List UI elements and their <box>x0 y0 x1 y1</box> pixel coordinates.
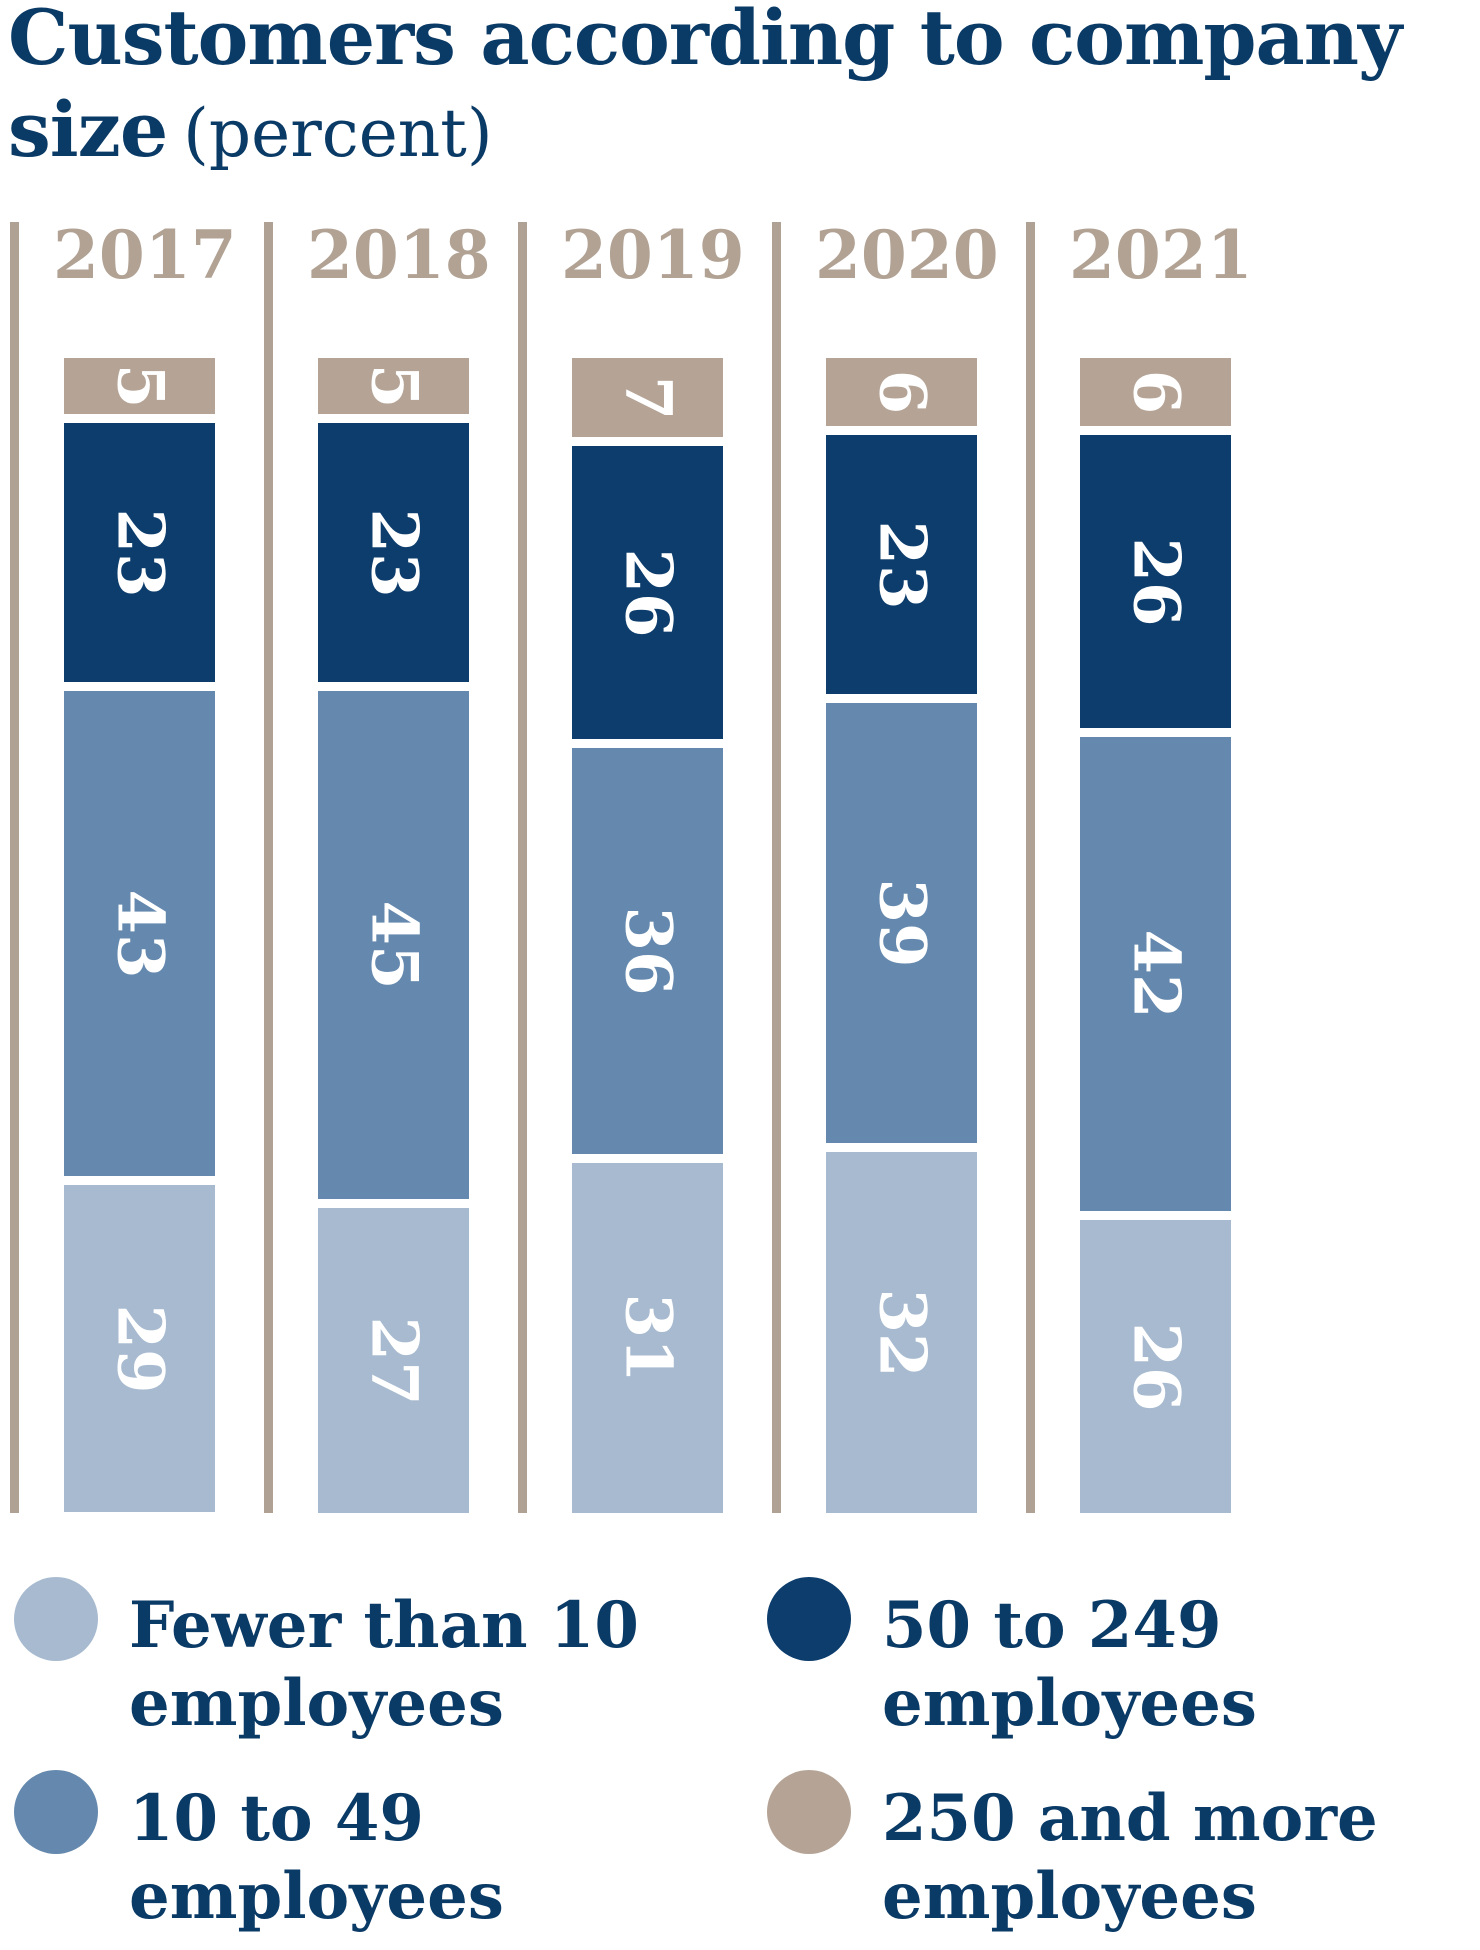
bar-segment-value-label: 32 <box>864 1287 940 1378</box>
bar-segment-value-label: 26 <box>1118 536 1194 627</box>
column-divider-line <box>518 222 527 1513</box>
year-label: 2018 <box>307 216 491 294</box>
bar-segment-value-label: 7 <box>610 375 686 420</box>
bar-segment-value-label: 6 <box>1118 369 1194 415</box>
bar-segment-value-label: 42 <box>1118 929 1194 1019</box>
legend-item: 50 to 249 employees <box>767 1577 1454 1743</box>
column-divider-line <box>1026 222 1035 1513</box>
legend-label-line2: employees <box>129 1666 504 1741</box>
bar-segment-value-label: 45 <box>356 900 432 990</box>
bar-segment-value-label: 5 <box>102 363 178 409</box>
legend-label-line1: 250 and more <box>882 1781 1378 1856</box>
bar-segment-value-label: 31 <box>610 1293 686 1383</box>
chart-title-line2: size <box>8 85 168 174</box>
stacked-bar: 7 26 36 31 <box>572 358 723 1513</box>
bar-segment-value-label: 27 <box>356 1315 432 1406</box>
column-divider-line <box>264 222 273 1513</box>
bar-segment-value-label: 36 <box>610 906 686 996</box>
legend-color-dot-icon <box>14 1577 98 1661</box>
year-label: 2017 <box>53 216 237 294</box>
column-divider-line <box>772 222 781 1513</box>
bar-segment: 26 <box>1080 435 1231 728</box>
legend-item: 10 to 49 employees <box>14 1770 767 1936</box>
legend-label-line1: 10 to 49 <box>129 1781 424 1856</box>
legend-label: 50 to 249 employees <box>882 1577 1257 1743</box>
bar-segment: 26 <box>1080 1220 1231 1513</box>
legend-color-dot-icon <box>767 1577 851 1661</box>
legend-label: 10 to 49 employees <box>129 1770 504 1936</box>
legend-label-line2: employees <box>882 1666 1257 1741</box>
bar-segment-value-label: 23 <box>864 519 940 610</box>
bar-segment: 27 <box>318 1208 469 1513</box>
legend-label-line2: employees <box>882 1859 1257 1934</box>
bar-segment-value-label: 43 <box>102 888 178 979</box>
year-label: 2019 <box>561 216 745 294</box>
bar-segment-value-label: 23 <box>102 507 178 598</box>
legend-item: 250 and more employees <box>767 1770 1454 1936</box>
bar-segment-value-label: 26 <box>610 547 686 638</box>
legend-label-line1: Fewer than 10 <box>129 1588 639 1663</box>
bar-segment: 29 <box>64 1185 215 1512</box>
stacked-bar: 6 26 42 26 <box>1080 358 1231 1513</box>
legend-color-dot-icon <box>14 1770 98 1854</box>
bar-segment-value-label: 23 <box>356 507 432 598</box>
chart-title: Customers according to company size (perc… <box>8 0 1402 180</box>
bar-segment: 45 <box>318 691 469 1199</box>
chart-title-unit: (percent) <box>183 95 493 172</box>
year-label: 2020 <box>815 216 999 294</box>
stacked-bar: 5 23 43 29 <box>64 358 215 1512</box>
bar-segment: 42 <box>1080 737 1231 1211</box>
year-column: 2020 6 23 39 32 <box>772 222 1026 1513</box>
bar-segment-value-label: 39 <box>864 878 940 968</box>
legend-color-dot-icon <box>767 1770 851 1854</box>
year-label: 2021 <box>1069 216 1253 294</box>
bar-segment: 7 <box>572 358 723 437</box>
legend-label-line2: employees <box>129 1859 504 1934</box>
bar-segment: 23 <box>826 435 977 694</box>
bar-segment: 39 <box>826 703 977 1143</box>
bar-segment: 6 <box>826 358 977 426</box>
bar-segment: 6 <box>1080 358 1231 426</box>
legend-label-line1: 50 to 249 <box>882 1588 1222 1663</box>
bar-segment-value-label: 5 <box>356 363 432 409</box>
bar-segment-value-label: 29 <box>102 1303 178 1394</box>
year-column: 2017 5 23 43 29 <box>10 222 264 1513</box>
bar-segment: 23 <box>64 423 215 682</box>
bar-segment: 36 <box>572 748 723 1154</box>
bar-segment: 26 <box>572 446 723 739</box>
bar-segment-value-label: 6 <box>864 369 940 415</box>
bar-segment-value-label: 26 <box>1118 1321 1194 1412</box>
column-divider-line <box>10 222 19 1513</box>
chart-title-line1: Customers according to company <box>8 0 1402 82</box>
bar-segment: 5 <box>318 358 469 414</box>
bar-segment: 31 <box>572 1163 723 1513</box>
bar-segment: 32 <box>826 1152 977 1513</box>
bar-segment: 43 <box>64 691 215 1176</box>
bar-segment: 5 <box>64 358 215 414</box>
legend-item: Fewer than 10 employees <box>14 1577 767 1743</box>
stacked-bar: 6 23 39 32 <box>826 358 977 1513</box>
bar-segment: 23 <box>318 423 469 682</box>
legend-label: Fewer than 10 employees <box>129 1577 639 1743</box>
stacked-bar: 5 23 45 27 <box>318 358 469 1513</box>
legend-label: 250 and more employees <box>882 1770 1378 1936</box>
year-column: 2019 7 26 36 31 <box>518 222 772 1513</box>
chart: 2017 5 23 43 29 2018 5 23 45 27 2019 7 26 36 31 2020 6 23… <box>10 222 1280 1513</box>
year-column: 2018 5 23 45 27 <box>264 222 518 1513</box>
year-column: 2021 6 26 42 26 <box>1026 222 1280 1513</box>
legend: Fewer than 10 employees 10 to 49 employees 5… <box>14 1577 1454 1936</box>
